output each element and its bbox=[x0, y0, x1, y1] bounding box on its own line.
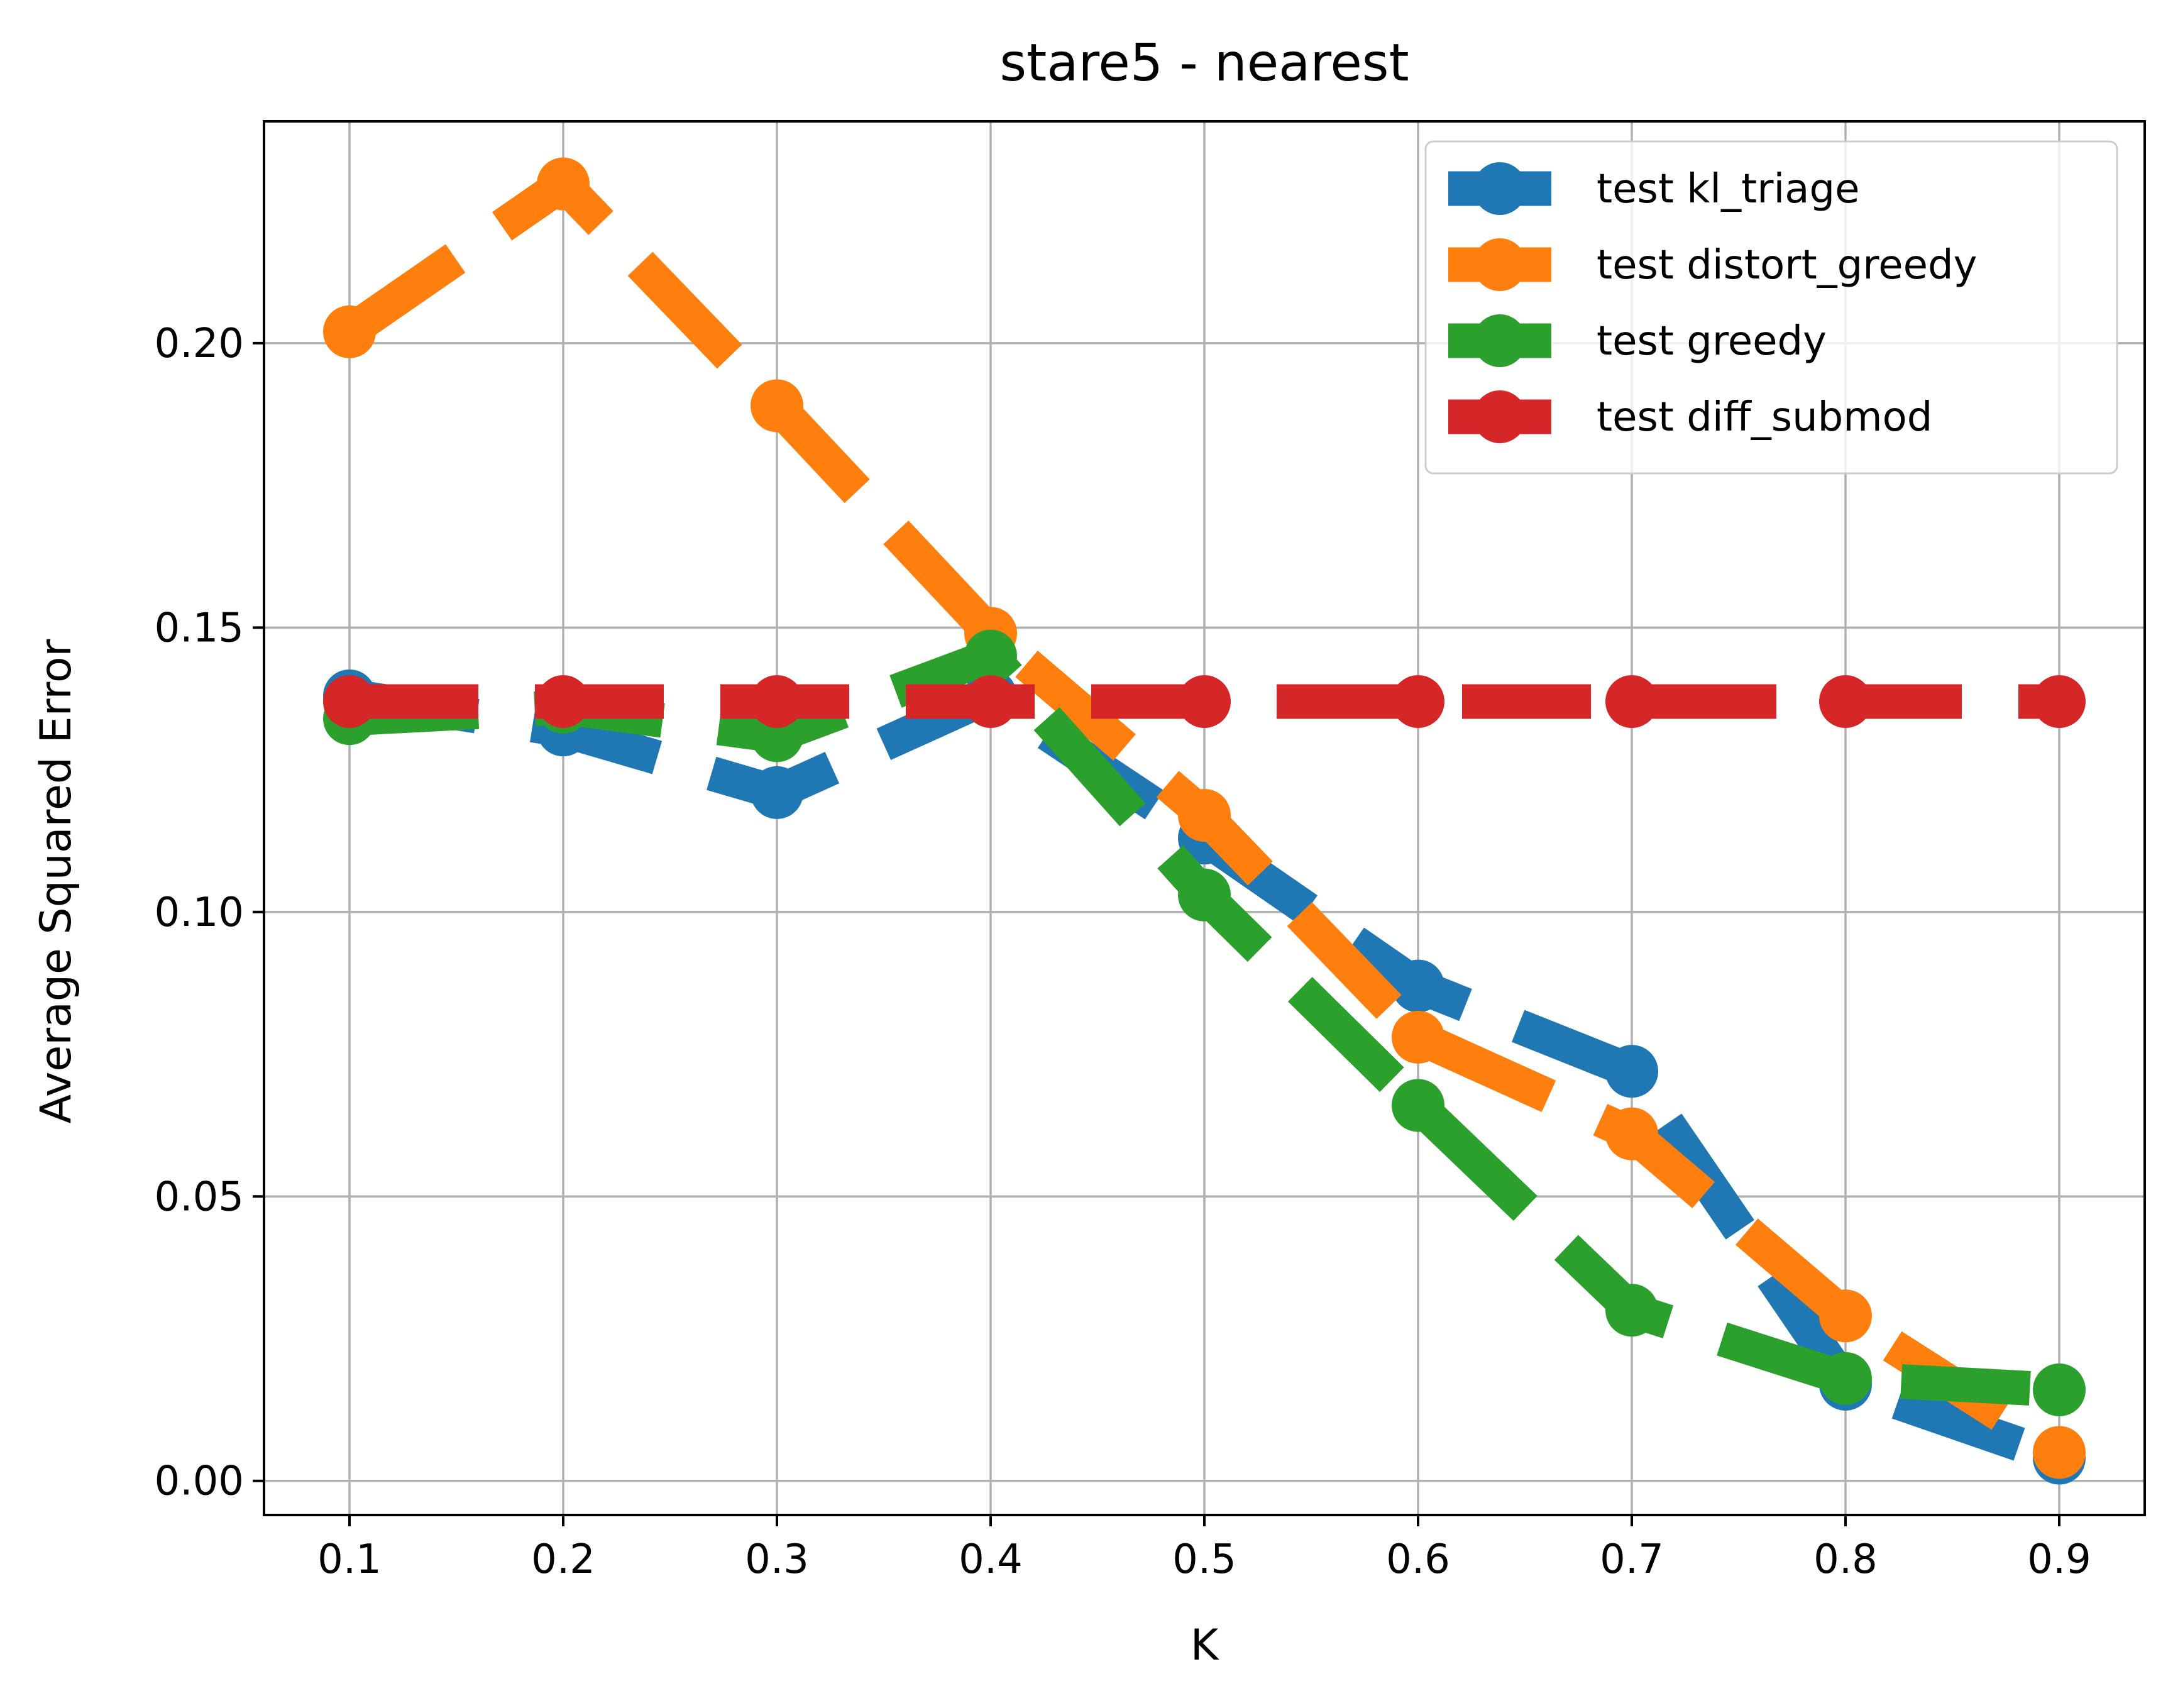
data-point bbox=[751, 379, 803, 433]
legend-label: test greedy bbox=[1597, 318, 1827, 365]
legend-item: test greedy bbox=[1448, 314, 1827, 367]
data-point bbox=[1392, 959, 1444, 1013]
x-tick-label: 0.7 bbox=[1600, 1536, 1664, 1583]
series-layer bbox=[323, 157, 2086, 1485]
data-point bbox=[2033, 1426, 2086, 1479]
data-point bbox=[1178, 675, 1231, 728]
data-point bbox=[1392, 1079, 1444, 1132]
legend-item: test diff_submod bbox=[1448, 390, 1932, 443]
series-test-diff-submod bbox=[323, 675, 2086, 728]
y-axis-label: Average Squared Error bbox=[31, 639, 81, 1124]
legend-box bbox=[1424, 140, 2118, 475]
data-point bbox=[1819, 675, 1872, 728]
legend-marker bbox=[1473, 162, 1526, 215]
x-axis-ticks: 0.1 0.2 0.3 0.4 0.5 0.6 0.7 0.8 0.9 bbox=[317, 1515, 2091, 1583]
data-point bbox=[964, 629, 1017, 683]
data-point bbox=[537, 675, 590, 728]
y-axis-ticks: 0.00 0.05 0.10 0.15 0.20 bbox=[155, 321, 264, 1505]
data-point bbox=[1819, 1289, 1872, 1343]
x-tick-label: 0.8 bbox=[1813, 1536, 1878, 1583]
data-point bbox=[537, 157, 590, 211]
x-tick-label: 0.5 bbox=[1172, 1536, 1236, 1583]
legend-marker bbox=[1473, 314, 1526, 367]
x-axis-label: K bbox=[1191, 1621, 1220, 1670]
data-point bbox=[751, 766, 803, 819]
legend-marker bbox=[1473, 238, 1526, 291]
data-point bbox=[1605, 1045, 1658, 1098]
y-tick-label: 0.15 bbox=[155, 605, 245, 651]
legend-label: test diff_submod bbox=[1597, 394, 1932, 441]
data-point bbox=[1178, 868, 1231, 922]
y-tick-label: 0.05 bbox=[155, 1174, 245, 1220]
y-tick-label: 0.10 bbox=[155, 890, 245, 936]
legend-marker bbox=[1473, 390, 1526, 443]
data-point bbox=[323, 675, 376, 728]
data-point bbox=[323, 305, 376, 358]
legend-item: test distort_greedy bbox=[1448, 238, 1977, 291]
x-tick-label: 0.2 bbox=[531, 1536, 595, 1583]
data-point bbox=[964, 675, 1017, 728]
chart-title: stare5 - nearest bbox=[999, 33, 1409, 93]
data-point bbox=[1605, 1284, 1658, 1337]
x-tick-label: 0.4 bbox=[959, 1536, 1023, 1583]
data-point bbox=[1819, 1352, 1872, 1405]
y-tick-label: 0.00 bbox=[155, 1458, 245, 1505]
data-point bbox=[2033, 1363, 2086, 1416]
y-tick-label: 0.20 bbox=[155, 321, 245, 367]
data-point bbox=[751, 675, 803, 728]
data-point bbox=[1605, 675, 1658, 728]
data-point bbox=[2033, 675, 2086, 728]
x-tick-label: 0.9 bbox=[2027, 1536, 2091, 1583]
data-point bbox=[1392, 1010, 1444, 1064]
data-point bbox=[1392, 675, 1444, 728]
x-tick-label: 0.6 bbox=[1386, 1536, 1450, 1583]
data-point bbox=[1178, 788, 1231, 842]
x-tick-label: 0.3 bbox=[745, 1536, 809, 1583]
legend-label: test distort_greedy bbox=[1597, 242, 1977, 289]
data-point bbox=[1605, 1107, 1658, 1160]
x-tick-label: 0.1 bbox=[317, 1536, 382, 1583]
legend-item: test kl_triage bbox=[1448, 162, 1860, 215]
legend-label: test kl_triage bbox=[1597, 166, 1860, 212]
